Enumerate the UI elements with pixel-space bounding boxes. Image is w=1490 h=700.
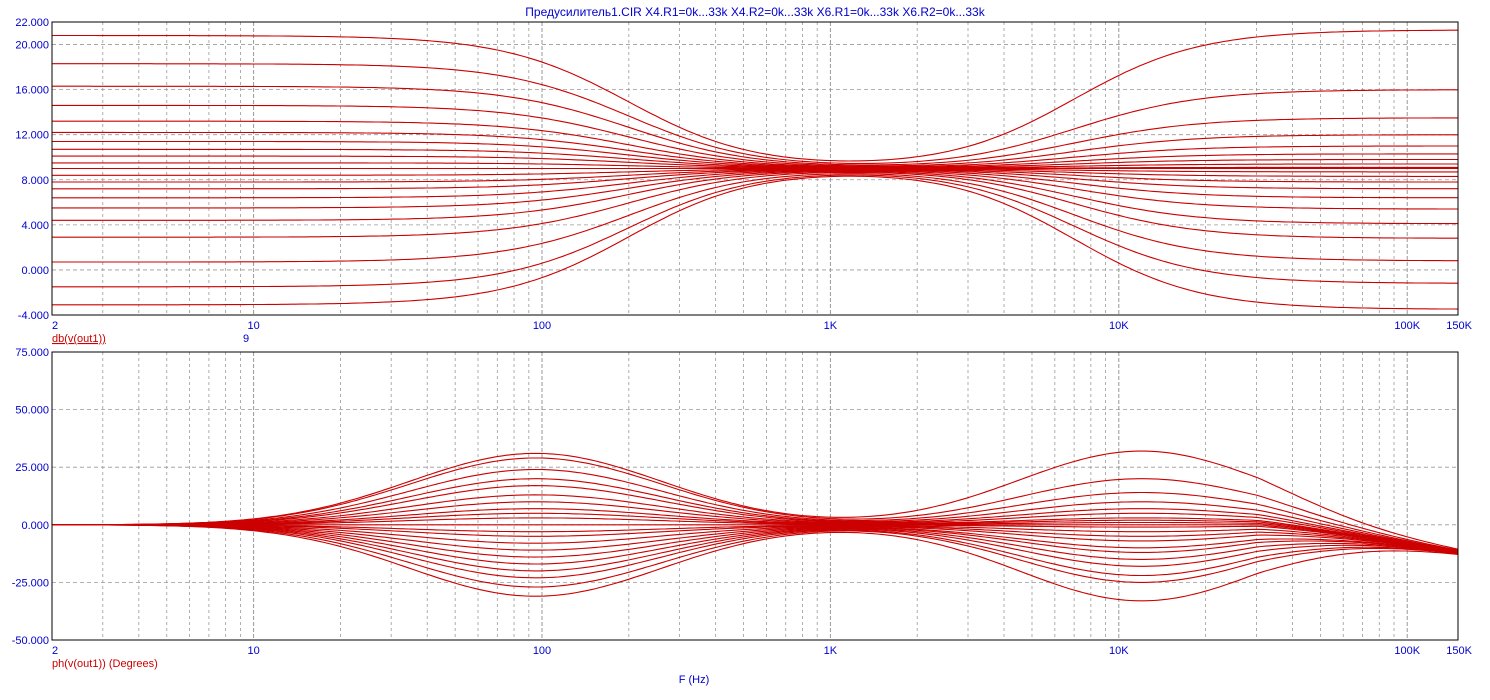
magnitude-panel: 22.000 20.000 16.000 12.000 8.000 4.000 0.000 -… [15, 17, 1472, 345]
y-tick-label: 50.000 [15, 405, 49, 417]
magnitude-curve [52, 174, 1458, 288]
magnitude-curve [52, 140, 1458, 169]
phase-panel: 75.000 50.000 25.000 0.000 -25.000 -50.000 2 1… [12, 347, 1473, 670]
phase-curve [51, 457, 1459, 551]
magnitude-curve [52, 169, 1458, 199]
magnitude-x-ticks: 2 10 100 1K 10K 100K 150K [52, 320, 1473, 332]
y-tick-label: 8.000 [21, 175, 49, 187]
phase-curve [52, 494, 1459, 552]
phase-curve [52, 524, 1459, 588]
x-tick-label: 100 [533, 320, 551, 332]
phase-curve [52, 524, 1459, 553]
chart-title: Предусилитель1.CIR X4.R1=0k...33k X4.R2=… [525, 5, 985, 19]
magnitude-traces [52, 29, 1459, 310]
y-tick-label: 20.000 [15, 40, 49, 52]
magnitude-curve [52, 104, 1458, 167]
y-tick-label: 22.000 [15, 17, 49, 29]
phase-curve [52, 524, 1459, 553]
y-tick-label: 16.000 [15, 85, 49, 97]
magnitude-curve [52, 168, 1458, 183]
y-tick-label: -50.000 [12, 635, 49, 647]
magnitude-curve [52, 162, 1458, 170]
x-tick-label: 100K [1394, 320, 1420, 332]
phase-traces [51, 450, 1459, 602]
x-tick-label: 10 [247, 645, 259, 657]
phase-y-ticks: 75.000 50.000 25.000 0.000 -25.000 -50.000 [12, 347, 49, 647]
y-tick-label: -25.000 [12, 577, 49, 589]
x-tick-label: 10 [247, 320, 259, 332]
magnitude-curve [52, 169, 1458, 190]
y-tick-label: 4.000 [21, 220, 49, 232]
phase-trace-label[interactable]: ph(v(out1)) (Degrees) [52, 658, 158, 670]
magnitude-curve [52, 63, 1458, 164]
magnitude-curve [52, 168, 1458, 177]
y-tick-label: 0.000 [21, 520, 49, 532]
x-tick-label: 2 [52, 645, 58, 657]
x-tick-label: 100 [533, 645, 551, 657]
phase-curve [52, 524, 1459, 579]
magnitude-curve [52, 85, 1458, 166]
x-tick-label: 2 [52, 320, 58, 332]
magnitude-curve [52, 131, 1458, 168]
phase-curve [52, 524, 1459, 558]
magnitude-curve [52, 148, 1458, 169]
phase-curve [51, 450, 1459, 550]
x-axis-label: F (Hz) [679, 674, 710, 686]
magnitude-y-ticks: 22.000 20.000 16.000 12.000 8.000 4.000 0.000 -… [15, 17, 49, 322]
magnitude-curve [52, 120, 1458, 168]
y-tick-label: 12.000 [15, 130, 49, 142]
x-tick-label: 150K [1446, 320, 1472, 332]
phase-frame [51, 351, 1459, 641]
magnitude-curve [52, 167, 1458, 173]
x-tick-label: 10K [1109, 645, 1129, 657]
magnitude-frame [51, 21, 1459, 316]
magnitude-curve [52, 171, 1458, 239]
phase-curve [52, 524, 1459, 554]
phase-curve [52, 501, 1459, 553]
phase-grid [52, 352, 1458, 640]
x-tick-label: 100K [1394, 645, 1420, 657]
phase-curve [52, 508, 1459, 553]
phase-x-ticks: 2 10 100 1K 10K 100K 150K [52, 645, 1473, 657]
phase-curve [52, 485, 1459, 552]
phase-curve [52, 524, 1459, 565]
magnitude-curve [52, 170, 1458, 225]
y-tick-label: 75.000 [15, 347, 49, 359]
x-tick-label: 1K [824, 320, 838, 332]
phase-curve [52, 524, 1459, 553]
y-tick-label: -4.000 [18, 310, 49, 322]
phase-curve [52, 512, 1459, 553]
magnitude-curve [52, 29, 1458, 162]
y-tick-label: 0.000 [21, 265, 49, 277]
magnitude-trace-label[interactable]: db(v(out1)) [52, 333, 106, 345]
x-tick-label: 150K [1446, 645, 1472, 657]
phase-curve [52, 468, 1459, 552]
magnitude-trace-note: 9 [243, 333, 249, 345]
x-tick-label: 1K [824, 645, 838, 657]
magnitude-curve [52, 155, 1458, 169]
phase-curve [52, 517, 1459, 553]
magnitude-curve [52, 170, 1458, 210]
y-tick-label: 25.000 [15, 462, 49, 474]
phase-curve [52, 478, 1459, 552]
magnitude-curve [52, 173, 1458, 263]
x-tick-label: 10K [1109, 320, 1129, 332]
phase-curve [52, 524, 1459, 553]
phase-curve [52, 524, 1459, 572]
magnitude-curve [52, 175, 1459, 310]
phase-curve [51, 524, 1459, 602]
